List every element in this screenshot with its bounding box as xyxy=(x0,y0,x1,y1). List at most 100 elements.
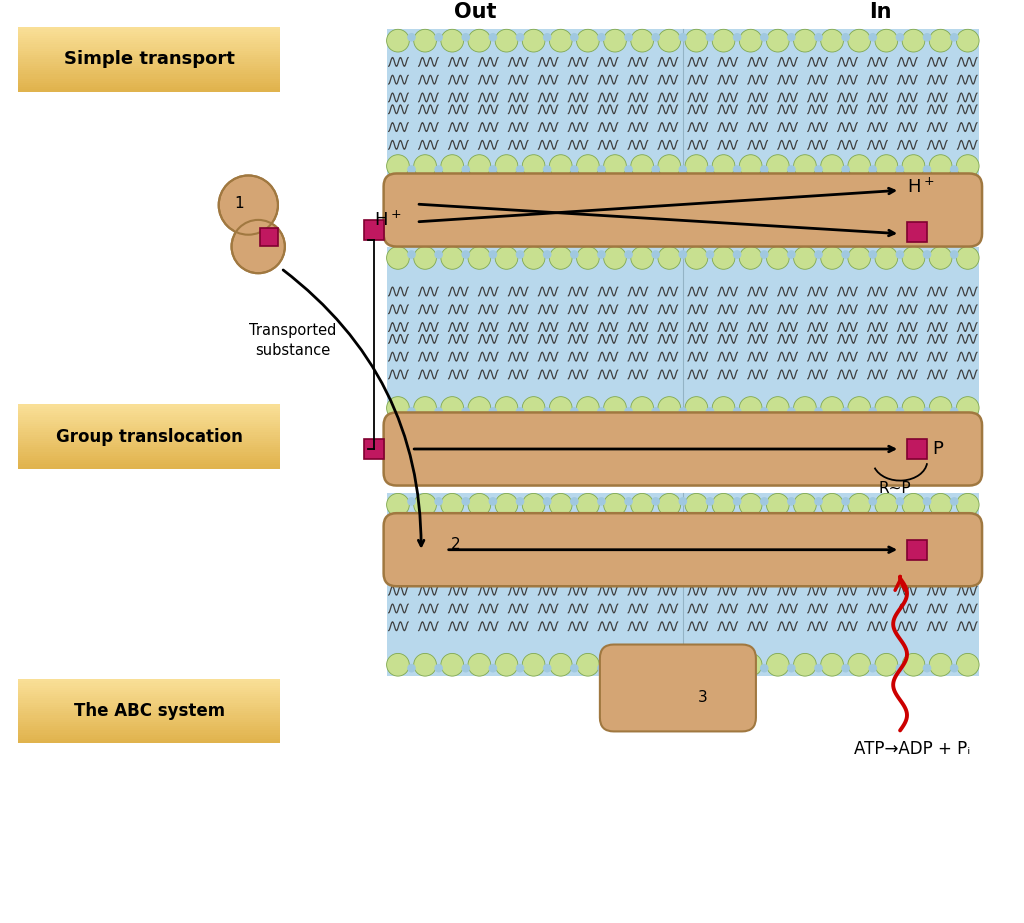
Circle shape xyxy=(604,397,627,419)
Circle shape xyxy=(651,33,660,42)
Circle shape xyxy=(739,246,762,270)
Circle shape xyxy=(956,494,979,516)
Circle shape xyxy=(794,494,816,516)
Bar xyxy=(18,458,280,461)
Bar xyxy=(18,691,280,694)
Circle shape xyxy=(706,33,715,42)
Circle shape xyxy=(462,497,470,506)
Circle shape xyxy=(814,165,823,174)
Circle shape xyxy=(631,653,653,677)
Bar xyxy=(18,46,280,49)
Bar xyxy=(18,464,280,467)
Bar xyxy=(18,445,280,448)
Circle shape xyxy=(631,30,653,52)
Circle shape xyxy=(434,664,443,673)
Circle shape xyxy=(522,155,545,177)
Bar xyxy=(18,724,280,726)
Circle shape xyxy=(923,250,932,258)
Circle shape xyxy=(733,497,741,506)
Circle shape xyxy=(543,250,552,258)
Circle shape xyxy=(706,250,715,258)
Bar xyxy=(18,51,280,53)
Circle shape xyxy=(814,250,823,258)
Circle shape xyxy=(685,155,708,177)
Circle shape xyxy=(604,246,627,270)
Circle shape xyxy=(787,33,796,42)
Bar xyxy=(18,424,280,426)
Circle shape xyxy=(631,246,653,270)
Text: 2: 2 xyxy=(451,537,461,552)
Circle shape xyxy=(516,497,524,506)
Circle shape xyxy=(516,33,524,42)
Bar xyxy=(18,44,280,46)
FancyBboxPatch shape xyxy=(384,513,982,586)
Circle shape xyxy=(570,407,579,415)
Circle shape xyxy=(219,175,278,234)
Circle shape xyxy=(787,664,796,673)
Circle shape xyxy=(739,30,762,52)
Circle shape xyxy=(902,30,925,52)
Bar xyxy=(18,406,280,409)
Circle shape xyxy=(625,250,633,258)
Circle shape xyxy=(868,407,878,415)
Circle shape xyxy=(387,155,410,177)
Bar xyxy=(18,77,280,78)
Circle shape xyxy=(543,407,552,415)
Circle shape xyxy=(787,407,796,415)
Bar xyxy=(18,83,280,85)
Circle shape xyxy=(896,33,904,42)
Circle shape xyxy=(496,397,518,419)
Circle shape xyxy=(848,155,870,177)
Circle shape xyxy=(625,165,633,174)
Circle shape xyxy=(488,33,498,42)
Bar xyxy=(364,220,384,240)
Bar xyxy=(364,439,384,459)
Circle shape xyxy=(739,653,762,677)
Circle shape xyxy=(522,494,545,516)
Circle shape xyxy=(929,494,952,516)
Circle shape xyxy=(550,30,572,52)
Circle shape xyxy=(441,246,464,270)
Circle shape xyxy=(387,246,410,270)
Circle shape xyxy=(387,397,410,419)
Circle shape xyxy=(488,497,498,506)
Bar xyxy=(18,42,280,44)
Circle shape xyxy=(896,407,904,415)
Circle shape xyxy=(956,246,979,270)
Bar xyxy=(18,66,280,68)
Circle shape xyxy=(896,664,904,673)
Circle shape xyxy=(577,653,599,677)
Circle shape xyxy=(706,497,715,506)
Circle shape xyxy=(902,653,925,677)
Circle shape xyxy=(766,30,790,52)
Bar xyxy=(18,404,280,407)
Circle shape xyxy=(543,165,552,174)
Circle shape xyxy=(488,250,498,258)
Circle shape xyxy=(468,653,490,677)
Bar xyxy=(18,53,280,55)
Circle shape xyxy=(739,397,762,419)
Circle shape xyxy=(387,653,410,677)
Circle shape xyxy=(550,155,572,177)
Bar xyxy=(18,40,280,42)
Circle shape xyxy=(604,653,627,677)
Bar xyxy=(18,61,280,64)
Bar xyxy=(18,438,280,441)
Circle shape xyxy=(739,494,762,516)
Circle shape xyxy=(820,397,844,419)
Circle shape xyxy=(733,33,741,42)
Circle shape xyxy=(842,165,850,174)
Bar xyxy=(18,681,280,683)
Circle shape xyxy=(597,250,606,258)
Circle shape xyxy=(468,30,490,52)
Bar xyxy=(18,701,280,702)
Bar xyxy=(18,409,280,411)
Circle shape xyxy=(956,30,979,52)
FancyBboxPatch shape xyxy=(384,174,982,246)
Circle shape xyxy=(814,407,823,415)
Circle shape xyxy=(760,250,769,258)
Circle shape xyxy=(685,30,708,52)
Circle shape xyxy=(896,250,904,258)
Circle shape xyxy=(706,664,715,673)
Circle shape xyxy=(434,497,443,506)
